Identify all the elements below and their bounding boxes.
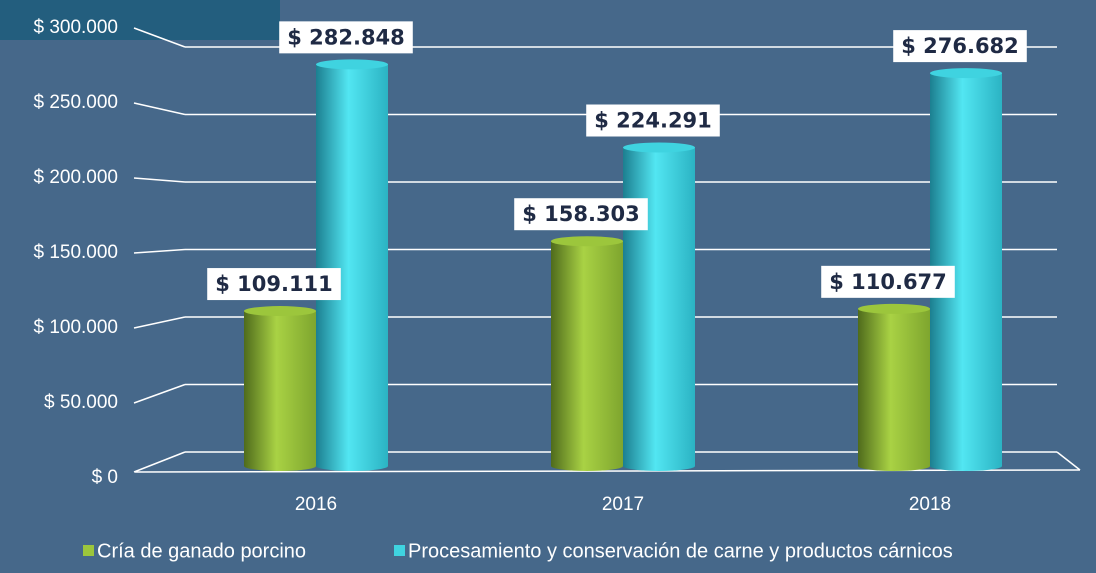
value-label-box: [279, 21, 413, 54]
bar-body: [623, 147, 695, 471]
grid-diagonal: [133, 177, 186, 183]
y-tick-label: $ 100.000: [33, 317, 118, 338]
bar-cap: [244, 306, 316, 317]
grid-diagonal: [133, 383, 186, 404]
grid-diagonal: [133, 451, 186, 473]
value-label: $ 158.303: [522, 202, 640, 226]
y-tick-label: $ 200.000: [33, 167, 118, 188]
bar: [623, 142, 695, 471]
floor-front: [134, 469, 1081, 473]
bar-body: [244, 311, 316, 471]
value-label: $ 224.291: [594, 109, 712, 133]
y-tick-label: $ 0: [92, 467, 118, 488]
bar-cap: [551, 236, 623, 247]
bar: [244, 306, 316, 471]
value-label-box: [893, 30, 1027, 63]
legend-swatch: [83, 545, 94, 556]
y-tick-label: $ 150.000: [33, 242, 118, 263]
bar-body: [551, 241, 623, 471]
legend-swatch: [394, 545, 405, 556]
value-label: $ 282.848: [287, 25, 405, 49]
legend-label: Cría de ganado porcino: [97, 540, 306, 562]
y-tick-label: $ 50.000: [44, 392, 118, 413]
grid-diagonal: [133, 27, 186, 48]
bar: [551, 236, 623, 471]
bar-cap: [316, 59, 388, 70]
value-label: $ 109.111: [215, 272, 333, 296]
bar: [930, 68, 1002, 471]
bar-cap: [930, 68, 1002, 79]
value-label: $ 110.677: [829, 270, 947, 294]
bar-body: [316, 64, 388, 472]
value-label-box: [207, 268, 341, 301]
bar-cap: [858, 303, 930, 314]
value-label-box: [514, 198, 648, 231]
value-label-box: [586, 104, 720, 137]
x-tick-label: 2018: [909, 494, 951, 515]
value-label: $ 276.682: [901, 34, 1019, 58]
floor-side: [1056, 451, 1081, 471]
value-label-box: [821, 265, 955, 298]
grid-diagonal: [133, 248, 186, 254]
bar-body: [930, 73, 1002, 471]
header-band: [0, 0, 280, 40]
y-tick-label: $ 300.000: [33, 17, 118, 38]
y-tick-label: $ 250.000: [33, 92, 118, 113]
grid-diagonal: [133, 102, 186, 116]
x-tick-label: 2016: [295, 494, 337, 515]
bar: [316, 59, 388, 472]
bar-cap: [623, 142, 695, 153]
bar-body: [858, 308, 930, 471]
grid-diagonal: [133, 316, 186, 329]
bar: [858, 303, 930, 471]
x-tick-label: 2017: [602, 494, 644, 515]
legend-label: Procesamiento y conservación de carne y …: [408, 540, 953, 562]
